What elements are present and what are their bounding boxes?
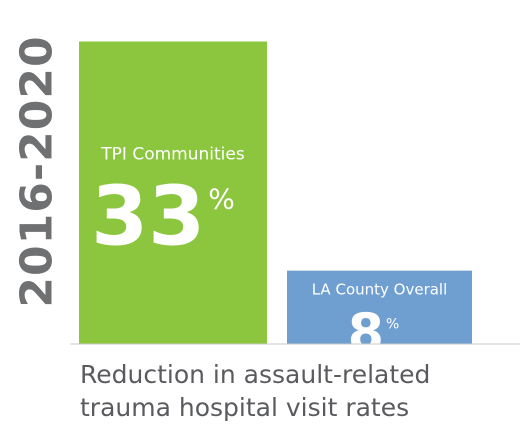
category-label-1: TPI Communities [100,145,245,165]
bar-group-1: TPI Communities 33% [79,41,267,344]
bar-group-2: LA County Overall 8% [287,270,472,364]
category-label-2: LA County Overall [312,281,448,299]
value-label-2: 8% [348,304,400,364]
caption-line-1: Reduction in assault-related [80,360,431,389]
caption-line-2: trauma hospital visit rates [80,393,410,422]
value-label-1: 33% [91,170,235,265]
bar-1 [79,41,267,344]
bar-2 [287,270,472,344]
chart-caption: Reduction in assault-related trauma hosp… [80,358,520,424]
bars-layer: TPI Communities 33 % LA County Overall 8% [79,41,472,364]
